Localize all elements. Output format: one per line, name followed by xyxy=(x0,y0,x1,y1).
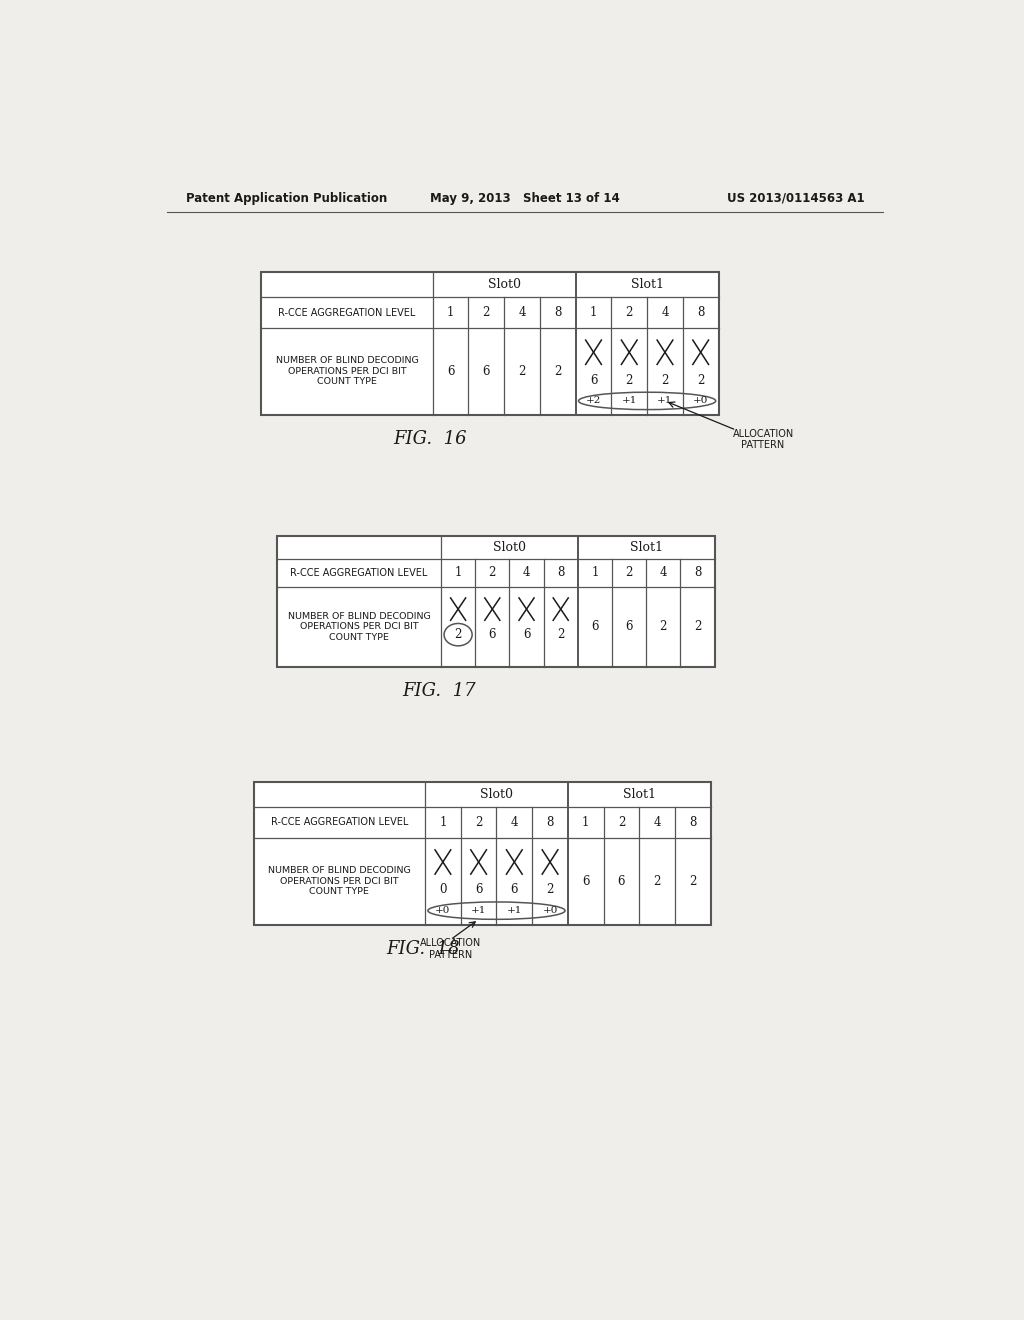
Text: 6: 6 xyxy=(626,620,633,634)
Text: 6: 6 xyxy=(591,620,599,634)
Text: +1: +1 xyxy=(622,396,637,405)
Text: 4: 4 xyxy=(659,566,667,579)
Text: NUMBER OF BLIND DECODING
OPERATIONS PER DCI BIT
COUNT TYPE: NUMBER OF BLIND DECODING OPERATIONS PER … xyxy=(288,611,430,642)
Text: May 9, 2013   Sheet 13 of 14: May 9, 2013 Sheet 13 of 14 xyxy=(430,191,620,205)
Text: +1: +1 xyxy=(657,396,673,405)
Text: 2: 2 xyxy=(694,620,701,634)
Text: +2: +2 xyxy=(586,396,601,405)
Text: 2: 2 xyxy=(659,620,667,634)
Text: 1: 1 xyxy=(439,816,446,829)
Text: 2: 2 xyxy=(475,816,482,829)
Text: 6: 6 xyxy=(475,883,482,896)
Text: 2: 2 xyxy=(455,628,462,642)
Bar xyxy=(254,781,711,924)
Text: 4: 4 xyxy=(662,306,669,319)
Text: 1: 1 xyxy=(591,566,599,579)
Text: 6: 6 xyxy=(446,364,455,378)
Text: 6: 6 xyxy=(523,628,530,642)
Text: 1: 1 xyxy=(590,306,597,319)
Text: 8: 8 xyxy=(689,816,696,829)
Text: 6: 6 xyxy=(488,628,496,642)
Text: ALLOCATION
PATTERN: ALLOCATION PATTERN xyxy=(732,429,794,450)
Text: 2: 2 xyxy=(554,364,561,378)
Bar xyxy=(261,272,719,414)
Text: 4: 4 xyxy=(511,816,518,829)
Text: R-CCE AGGREGATION LEVEL: R-CCE AGGREGATION LEVEL xyxy=(279,308,416,318)
Text: Slot1: Slot1 xyxy=(623,788,655,801)
Text: NUMBER OF BLIND DECODING
OPERATIONS PER DCI BIT
COUNT TYPE: NUMBER OF BLIND DECODING OPERATIONS PER … xyxy=(268,866,411,896)
Text: 6: 6 xyxy=(617,875,626,887)
Text: R-CCE AGGREGATION LEVEL: R-CCE AGGREGATION LEVEL xyxy=(270,817,408,828)
Text: +1: +1 xyxy=(471,906,486,915)
Text: 8: 8 xyxy=(557,566,564,579)
Text: 6: 6 xyxy=(590,374,597,387)
Text: 1: 1 xyxy=(446,306,455,319)
Text: 2: 2 xyxy=(488,566,496,579)
Text: 2: 2 xyxy=(557,628,564,642)
Text: 8: 8 xyxy=(694,566,701,579)
Text: 0: 0 xyxy=(439,883,446,896)
Text: FIG.  18: FIG. 18 xyxy=(386,940,460,958)
Text: FIG.  16: FIG. 16 xyxy=(393,430,467,449)
Text: 6: 6 xyxy=(482,364,490,378)
Text: Slot0: Slot0 xyxy=(487,279,521,292)
Text: 8: 8 xyxy=(697,306,705,319)
Text: 2: 2 xyxy=(547,883,554,896)
Text: 2: 2 xyxy=(653,875,660,887)
Text: 4: 4 xyxy=(653,816,660,829)
Text: FIG.  17: FIG. 17 xyxy=(402,682,475,700)
Text: 8: 8 xyxy=(547,816,554,829)
Text: +0: +0 xyxy=(693,396,709,405)
Text: Slot0: Slot0 xyxy=(493,541,526,553)
Text: 4: 4 xyxy=(523,566,530,579)
Text: 2: 2 xyxy=(689,875,696,887)
Text: 6: 6 xyxy=(511,883,518,896)
Text: 2: 2 xyxy=(662,374,669,387)
Text: 2: 2 xyxy=(626,566,633,579)
Text: 2: 2 xyxy=(626,306,633,319)
Text: +0: +0 xyxy=(435,906,451,915)
Text: 2: 2 xyxy=(482,306,490,319)
Bar xyxy=(276,536,715,667)
Text: 2: 2 xyxy=(518,364,525,378)
Text: 6: 6 xyxy=(582,875,590,887)
Text: 4: 4 xyxy=(518,306,526,319)
Text: ALLOCATION
PATTERN: ALLOCATION PATTERN xyxy=(420,939,481,960)
Text: 2: 2 xyxy=(617,816,626,829)
Text: Slot0: Slot0 xyxy=(480,788,513,801)
Text: +1: +1 xyxy=(507,906,522,915)
Text: US 2013/0114563 A1: US 2013/0114563 A1 xyxy=(727,191,864,205)
Text: Slot1: Slot1 xyxy=(631,279,664,292)
Text: 2: 2 xyxy=(697,374,705,387)
Text: Patent Application Publication: Patent Application Publication xyxy=(186,191,387,205)
Text: 1: 1 xyxy=(582,816,590,829)
Text: +0: +0 xyxy=(543,906,558,915)
Text: 1: 1 xyxy=(455,566,462,579)
Text: R-CCE AGGREGATION LEVEL: R-CCE AGGREGATION LEVEL xyxy=(290,568,428,578)
Text: 8: 8 xyxy=(554,306,561,319)
Text: Slot1: Slot1 xyxy=(630,541,663,553)
Text: NUMBER OF BLIND DECODING
OPERATIONS PER DCI BIT
COUNT TYPE: NUMBER OF BLIND DECODING OPERATIONS PER … xyxy=(275,356,419,387)
Text: 2: 2 xyxy=(626,374,633,387)
